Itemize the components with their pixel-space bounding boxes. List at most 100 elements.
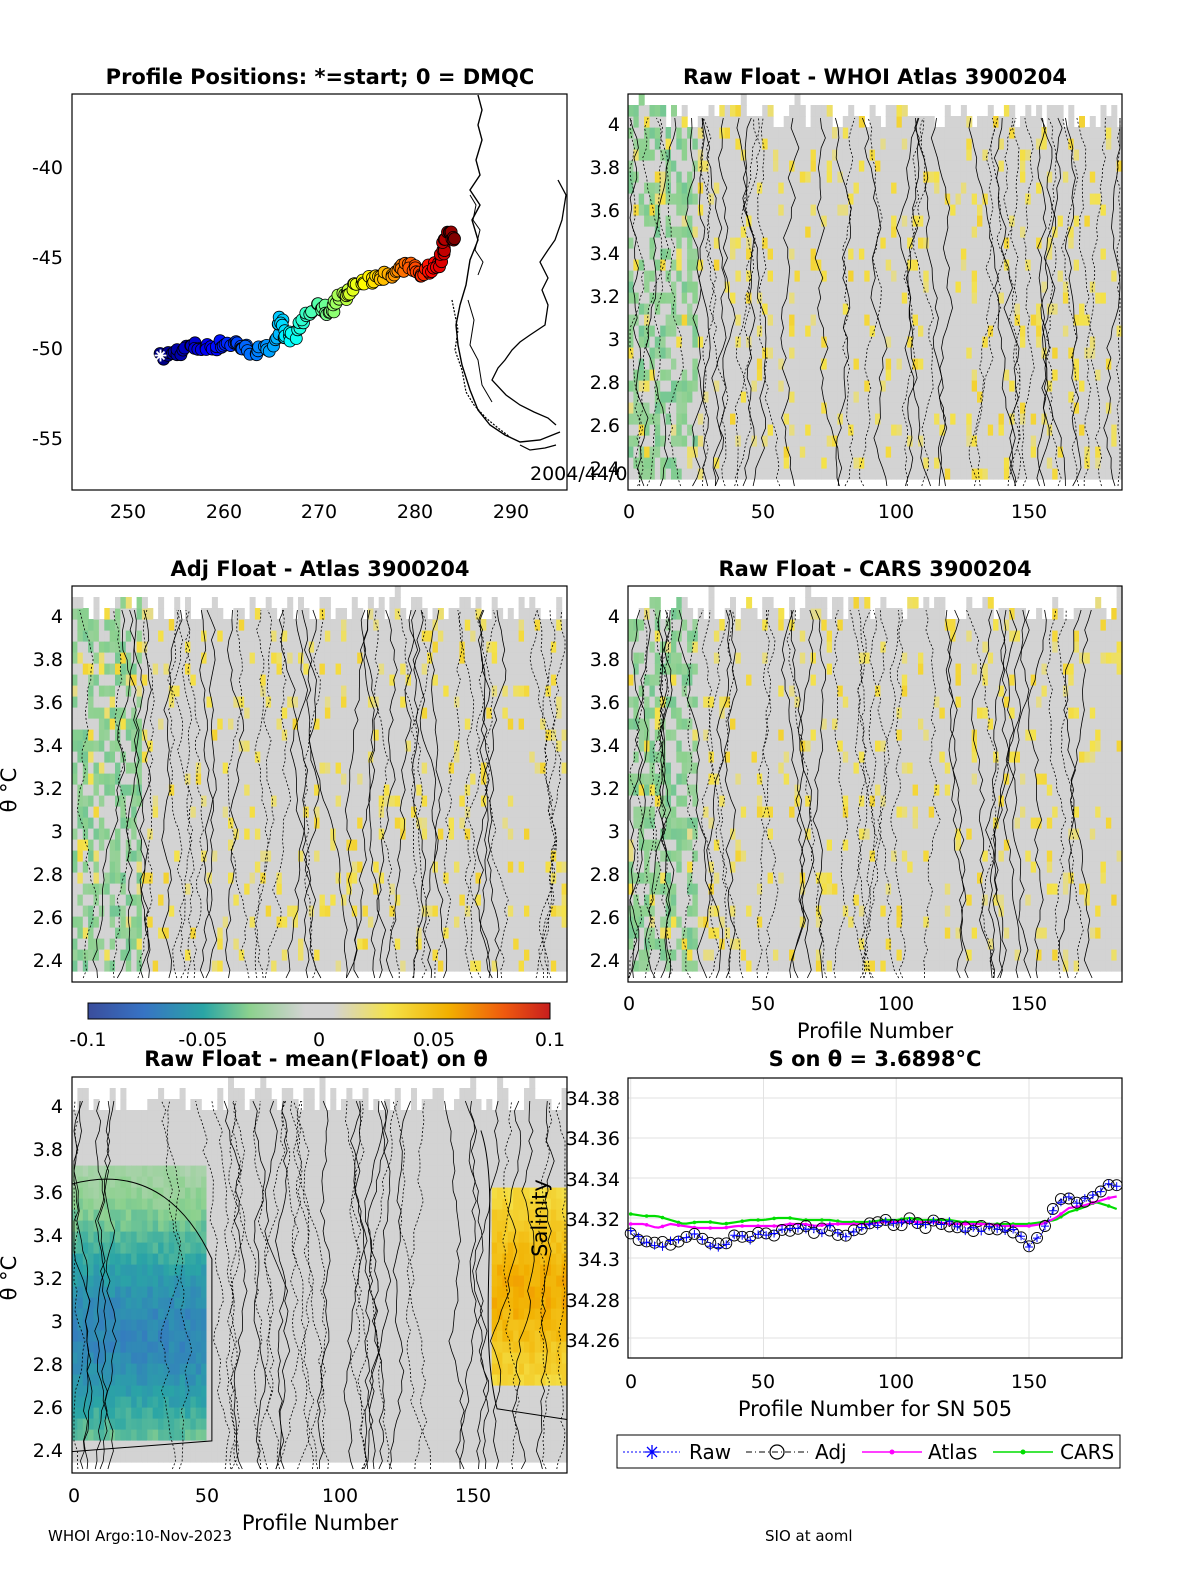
heatmap-cell (120, 773, 127, 785)
heatmap-cell (1057, 138, 1064, 150)
heatmap-cell (649, 358, 656, 370)
heatmap-cell (72, 597, 78, 609)
heatmap-cell (281, 707, 288, 719)
heatmap-cell (638, 325, 645, 337)
heatmap-cell (163, 641, 170, 653)
heatmap-cell (815, 347, 822, 359)
heatmap-cell (740, 336, 747, 348)
heatmap-cell (249, 641, 256, 653)
heatmap-cell (821, 226, 828, 238)
heatmap-cell (832, 347, 838, 359)
heatmap-cell (832, 215, 838, 227)
heatmap-cell (93, 949, 100, 961)
heatmap-cell (681, 402, 688, 414)
heatmap-cell (815, 237, 822, 249)
heatmap-cell (778, 292, 785, 304)
heatmap-cell (671, 281, 677, 293)
heatmap-cell (724, 248, 731, 260)
heatmap-cell (644, 402, 651, 414)
heatmap-cell (265, 905, 272, 917)
heatmap-cell (281, 630, 288, 642)
heatmap-cell (77, 850, 84, 862)
heatmap-cell (789, 237, 796, 249)
heatmap-cell (1041, 248, 1048, 260)
heatmap-cell (163, 916, 170, 928)
heatmap-cell (254, 608, 261, 620)
heatmap-cell (217, 696, 224, 708)
heatmap-cell (703, 468, 710, 480)
heatmap-cell (869, 347, 876, 359)
heatmap-cell (1111, 402, 1118, 414)
heatmap-cell (335, 762, 342, 774)
heatmap-cell (810, 303, 817, 315)
heatmap-cell (842, 127, 849, 139)
heatmap-cell (697, 204, 704, 216)
heatmap-cell (1014, 358, 1021, 370)
heatmap-cell (1014, 204, 1021, 216)
heatmap-cell (217, 652, 224, 664)
heatmap-cell (713, 369, 720, 381)
heatmap-cell (649, 402, 656, 414)
heatmap-cell (821, 402, 828, 414)
heatmap-cell (238, 883, 245, 895)
heatmap-cell (697, 369, 704, 381)
heatmap-cell (676, 380, 683, 392)
heatmap-cell (93, 916, 100, 928)
heatmap-cell (141, 795, 148, 807)
heatmap-cell (287, 751, 294, 763)
heatmap-cell (1009, 413, 1016, 425)
heatmap-cell (211, 718, 218, 730)
heatmap-cell (778, 468, 785, 480)
heatmap-cell (1068, 160, 1075, 172)
heatmap-cell (638, 160, 645, 172)
heatmap-cell (1068, 138, 1075, 150)
heatmap-cell (206, 630, 213, 642)
heatmap-cell (136, 751, 143, 763)
heatmap-cell (692, 160, 699, 172)
heatmap-cell (287, 696, 294, 708)
heatmap-cell (971, 204, 978, 216)
heatmap-cell (104, 784, 111, 796)
heatmap-cell (912, 127, 919, 139)
heatmap-cell (341, 674, 347, 686)
heatmap-cell (98, 729, 105, 741)
heatmap-cell (1062, 303, 1069, 315)
heatmap-cell (939, 259, 946, 271)
heatmap-cell (633, 127, 640, 139)
heatmap-cell (228, 641, 234, 653)
heatmap-cell (249, 652, 256, 664)
heatmap-cell (1036, 303, 1043, 315)
heatmap-cell (901, 116, 908, 128)
heatmap-cell (697, 259, 704, 271)
heatmap-cell (1079, 347, 1085, 359)
heatmap-cell (713, 193, 720, 205)
heatmap-cell (767, 171, 774, 183)
heatmap-cell (789, 435, 796, 447)
heatmap-cell (281, 894, 288, 906)
heatmap-cell (858, 116, 865, 128)
heatmap-cell (201, 718, 208, 730)
heatmap-cell (1111, 446, 1118, 458)
heatmap-cell (179, 861, 186, 873)
heatmap-cell (944, 171, 951, 183)
heatmap-cell (955, 347, 962, 359)
heatmap-cell (249, 751, 256, 763)
heatmap-cell (858, 347, 865, 359)
heatmap-cell (918, 116, 924, 128)
heatmap-cell (703, 391, 710, 403)
heatmap-cell (724, 325, 731, 337)
heatmap-cell (1084, 281, 1091, 293)
heatmap-cell (1041, 149, 1048, 161)
heatmap-cell (1030, 314, 1037, 326)
contour-line (629, 117, 649, 487)
heatmap-cell (767, 149, 774, 161)
heatmap-cell (950, 171, 957, 183)
heatmap-cell (1052, 435, 1059, 447)
heatmap-cell (654, 380, 661, 392)
heatmap-cell (1041, 259, 1048, 271)
heatmap-cell (778, 215, 785, 227)
heatmap-cell (330, 641, 337, 653)
heatmap-cell (815, 204, 822, 216)
heatmap-cell (265, 685, 272, 697)
heatmap-cell (794, 336, 801, 348)
